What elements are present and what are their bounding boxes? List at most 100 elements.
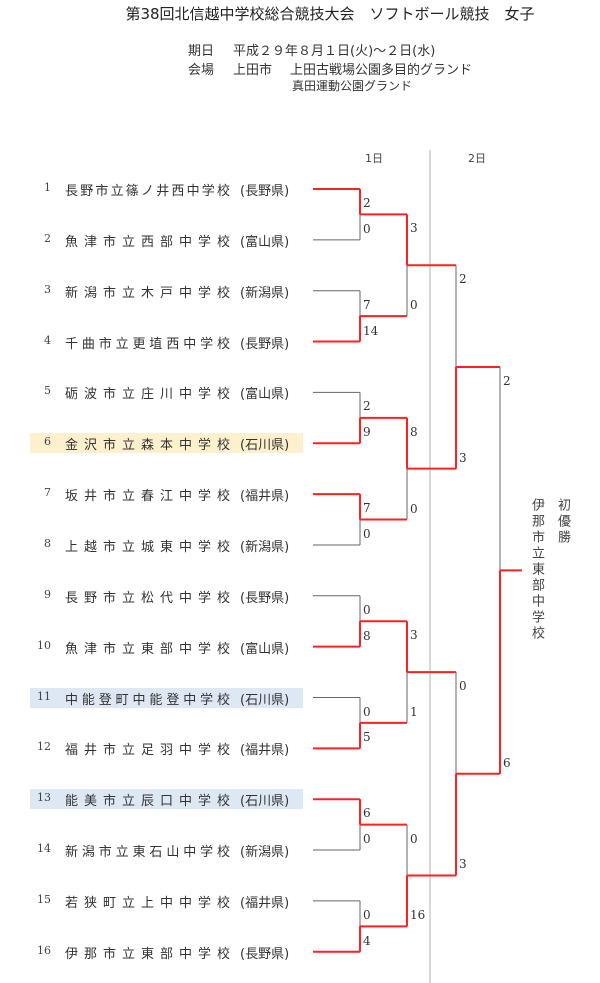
- team-name: 新潟市立木戸中学校: [65, 285, 230, 301]
- score-top: 2: [459, 272, 467, 287]
- team-number: 2: [44, 231, 51, 245]
- team-prefecture: (福井県): [240, 489, 290, 505]
- team-number: 4: [44, 333, 51, 347]
- team-prefecture: (新潟県): [240, 285, 290, 301]
- team-name: 金沢市立森本中学校: [65, 438, 230, 454]
- score-bottom: 8: [363, 628, 371, 643]
- team-row: 13 能美市立辰口中学校 (石川県): [30, 789, 303, 810]
- team-name: 坂井市立春江中学校: [65, 489, 230, 505]
- team-number: 7: [44, 486, 51, 500]
- team-prefecture: (長野県): [240, 590, 290, 606]
- team-row: 8 上越市立城東中学校 (新潟県): [30, 535, 303, 555]
- score-bottom: 4: [363, 933, 371, 948]
- team-prefecture: (長野県): [240, 184, 290, 199]
- team-prefecture: (福井県): [240, 743, 290, 759]
- team-prefecture: (長野県): [240, 946, 290, 962]
- champion-note: 初優勝: [555, 498, 570, 546]
- team-prefecture: (富山県): [240, 234, 290, 250]
- team-row: 3 新潟市立木戸中学校 (新潟県): [30, 281, 303, 301]
- team-prefecture: (富山県): [240, 387, 290, 403]
- team-number: 1: [44, 181, 51, 194]
- score-top: 0: [363, 704, 371, 719]
- score-top: 0: [410, 831, 418, 846]
- team-prefecture: (石川県): [240, 794, 290, 810]
- team-name: 魚津市立東部中学校: [65, 641, 230, 657]
- score-bottom: 9: [363, 425, 371, 440]
- team-row: 16 伊那市立東部中学校 (長野県): [30, 942, 303, 962]
- score-top: 6: [363, 806, 371, 821]
- score-top: 0: [459, 679, 467, 694]
- team-name: 新潟市立東石山中学校: [65, 845, 230, 861]
- team-prefecture: (福井県): [240, 895, 290, 911]
- team-number: 15: [37, 892, 51, 906]
- team-prefecture: (長野県): [240, 336, 290, 352]
- champion-school: 伊那市立東部中学校: [529, 498, 544, 642]
- team-row: 4 千曲市立更埴西中学校 (長野県): [30, 332, 303, 352]
- team-row: 5 砺波市立庄川中学校 (富山県): [30, 382, 303, 402]
- venue-2: 真田運動公園グランド: [292, 79, 413, 93]
- score-bottom: 0: [363, 526, 371, 541]
- score-top: 7: [363, 297, 371, 312]
- team-prefecture: (富山県): [240, 641, 290, 657]
- venue-city: 上田市: [233, 63, 273, 78]
- team-name: 伊那市立東部中学校: [65, 946, 230, 962]
- team-number: 8: [44, 536, 51, 550]
- team-name: 若狭町立上中中学校: [65, 895, 230, 911]
- team-prefecture: (石川県): [240, 692, 290, 708]
- team-name: 千曲市立更埴西中学校: [65, 336, 230, 352]
- day-2-label: 2日: [468, 152, 486, 165]
- score-top: 3: [410, 221, 418, 236]
- score-bottom: 5: [363, 730, 371, 745]
- score-top: 0: [363, 602, 371, 617]
- team-number: 3: [44, 282, 51, 296]
- team-row: 10 魚津市立東部中学校 (富山県): [30, 637, 303, 657]
- team-row: 1 長野市立篠ノ井西中学校 (長野県): [30, 179, 303, 199]
- team-name: 魚津市立西部中学校: [65, 234, 230, 250]
- score-top: 0: [363, 907, 371, 922]
- score-bottom: 0: [410, 501, 418, 516]
- score-bottom: 0: [363, 832, 371, 847]
- team-name: 福井市立足羽中学校: [65, 743, 230, 759]
- team-number: 11: [37, 689, 51, 703]
- team-row: 2 魚津市立西部中学校 (富山県): [30, 230, 303, 250]
- page-title: 第38回北信越中学校総合競技大会 ソフトボール競技 女子: [125, 5, 535, 23]
- team-row: 12 福井市立足羽中学校 (福井県): [30, 738, 303, 758]
- team-prefecture: (新潟県): [240, 539, 290, 555]
- score-bottom: 14: [363, 323, 379, 338]
- team-name: 長野市立松代中学校: [65, 590, 230, 606]
- team-number: 10: [37, 638, 51, 652]
- team-name: 上越市立城東中学校: [65, 539, 230, 555]
- venue-label: 会場: [188, 63, 215, 78]
- team-row: 6 金沢市立森本中学校 (石川県): [30, 433, 303, 454]
- team-number: 6: [44, 435, 51, 449]
- score-top: 2: [503, 373, 511, 388]
- team-name: 長野市立篠ノ井西中学校: [65, 184, 230, 199]
- score-bottom: 1: [410, 704, 418, 719]
- score-top: 2: [363, 399, 371, 414]
- team-row: 11 中能登町中能登中学校 (石川県): [30, 687, 303, 708]
- team-row: 15 若狭町立上中中学校 (福井県): [30, 891, 303, 911]
- team-number: 16: [37, 943, 51, 957]
- score-bottom: 0: [363, 221, 371, 236]
- score-top: 7: [363, 501, 371, 516]
- score-bottom: 3: [459, 857, 467, 872]
- team-prefecture: (石川県): [240, 438, 290, 454]
- date-value: 平成２９年８月１日(火)～２日(水): [233, 44, 436, 59]
- team-number: 14: [37, 842, 51, 856]
- team-row: 14 新潟市立東石山中学校 (新潟県): [30, 840, 303, 860]
- team-name: 能美市立辰口中学校: [65, 794, 230, 810]
- day-1-label: 1日: [365, 152, 383, 165]
- team-name: 砺波市立庄川中学校: [65, 387, 230, 403]
- team-number: 13: [37, 791, 51, 805]
- score-top: 3: [410, 628, 418, 643]
- score-top: 2: [363, 196, 371, 210]
- venue-1: 上田古戦場公園多目的グランド: [290, 63, 473, 78]
- team-number: 9: [44, 587, 51, 601]
- score-top: 8: [410, 424, 418, 439]
- team-name: 中能登町中能登中学校: [65, 692, 230, 708]
- team-row: 7 坂井市立春江中学校 (福井県): [30, 484, 303, 504]
- score-bottom: 16: [410, 908, 426, 923]
- score-bottom: 6: [503, 755, 511, 770]
- score-bottom: 3: [459, 450, 467, 465]
- team-number: 5: [44, 384, 51, 398]
